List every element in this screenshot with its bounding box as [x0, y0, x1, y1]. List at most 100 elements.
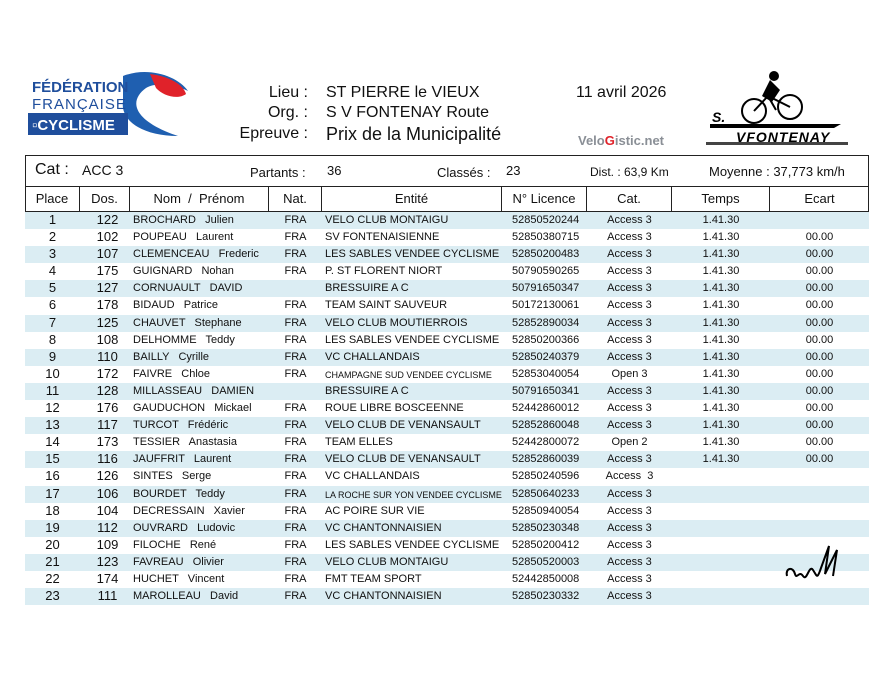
table-row: 4 175 GUIGNARD Nohan FRA P. ST FLORENT NIORT…: [25, 263, 869, 280]
cell-time: 1.41.30: [702, 248, 740, 261]
cell-licence: 52850240596: [512, 470, 580, 483]
cell-gap: 00.00: [805, 265, 834, 278]
table-row: 12 176 GAUDUCHON Mickael FRA ROUE LIBRE BOSC…: [25, 400, 869, 417]
cell-nationality: FRA: [284, 350, 307, 363]
cell-time: 1.41.30: [702, 402, 740, 415]
cell-entity: VELO CLUB DE VENANSAULT: [325, 419, 481, 432]
partants-label: Partants :: [250, 165, 306, 180]
cell-place: 12: [45, 400, 60, 416]
cell-entity: VC CHANTONNAISIEN: [325, 590, 442, 603]
cell-dossard: 175: [96, 263, 119, 279]
cell-nationality: FRA: [284, 555, 307, 568]
cell-licence: 52850200366: [512, 333, 580, 346]
cell-rider-name: CHAUVET Stephane: [133, 316, 242, 329]
cell-time: 1.41.30: [702, 333, 740, 346]
cell-gap: 00.00: [805, 402, 834, 415]
cell-category: Access 3: [607, 402, 652, 415]
cell-entity: LES SABLES VENDEE CYCLISME: [325, 538, 500, 551]
cell-licence: 50172130061: [512, 299, 580, 312]
svg-text:FÉDÉRATION: FÉDÉRATION: [32, 79, 128, 96]
lieu-value: ST PIERRE le VIEUX: [326, 84, 480, 101]
cell-rider-name: DELHOMME Teddy: [133, 333, 235, 346]
cell-licence: 52853040054: [512, 367, 580, 380]
cell-time: 1.41.30: [702, 367, 740, 380]
table-row: 16 126 SINTES Serge FRA VC CHALLANDAIS 528502…: [25, 468, 869, 485]
org-value: S V FONTENAY Route: [326, 104, 490, 121]
table-row: 20 109 FILOCHE René FRA LES SABLES VENDEE CY…: [25, 537, 869, 554]
cell-entity: VC CHALLANDAIS: [325, 470, 420, 483]
table-row: 21 123 FAVREAU Olivier FRA VELO CLUB MONTAIG…: [25, 553, 869, 571]
cell-place: 10: [45, 365, 60, 381]
cell-entity: P. ST FLORENT NIORT: [325, 265, 443, 278]
cell-rider-name: CLEMENCEAU Frederic: [133, 248, 259, 261]
cell-licence: 52852860048: [512, 419, 580, 432]
cell-gap: 00.00: [805, 231, 834, 244]
cell-nationality: FRA: [284, 248, 307, 261]
cell-entity: CHAMPAGNE SUD VENDEE CYCLISME: [325, 369, 492, 380]
org-label: Org. :: [267, 104, 308, 121]
cell-rider-name: GAUDUCHON Mickael: [133, 402, 252, 415]
classes-value: 23: [506, 163, 521, 178]
velogistic-logo: VeloGistic.net: [578, 133, 664, 148]
cell-nationality: FRA: [284, 504, 307, 517]
cell-dossard: 172: [96, 365, 119, 381]
cell-dossard: 104: [96, 502, 119, 518]
cell-licence: 52442800072: [512, 436, 580, 449]
col-place: Place: [25, 187, 80, 211]
cell-time: 1.41.30: [702, 214, 740, 226]
cell-category: Access 3: [607, 299, 652, 312]
cell-nationality: FRA: [284, 538, 307, 551]
sv-fontenay-logo: S. VFONTENAY: [706, 66, 848, 150]
table-row: 7 125 CHAUVET Stephane FRA VELO CLUB MOUTIER…: [25, 314, 869, 332]
cell-dossard: 125: [96, 314, 119, 330]
cell-place: 7: [48, 314, 57, 330]
table-row: 23 111 MAROLLEAU David FRA VC CHANTONNAISIEN…: [25, 588, 869, 606]
cell-dossard: 126: [96, 468, 119, 484]
cell-gap: 00.00: [805, 350, 834, 363]
epreuve-value: Prix de la Municipalité: [326, 124, 502, 144]
cell-place: 6: [48, 297, 57, 313]
cell-dossard: 117: [97, 417, 118, 433]
cell-nationality: FRA: [284, 231, 307, 244]
cell-place: 15: [45, 451, 60, 467]
cell-licence: 52850200412: [512, 538, 580, 551]
partants-value: 36: [327, 163, 342, 178]
cell-nationality: FRA: [284, 214, 307, 226]
classes-label: Classés :: [437, 165, 491, 180]
col-licence: N° Licence: [502, 187, 587, 211]
cell-rider-name: TESSIER Anastasia: [133, 436, 237, 449]
cell-gap: 00.00: [805, 436, 834, 449]
table-row: 9 110 BAILLY Cyrille FRA VC CHALLANDAIS 52850…: [25, 348, 869, 366]
cell-nationality: FRA: [284, 453, 307, 466]
cell-dossard: 128: [96, 382, 119, 398]
cell-licence: 52442850008: [512, 572, 580, 585]
cell-entity: AC POIRE SUR VIE: [325, 504, 425, 517]
cell-gap: 00.00: [805, 367, 834, 380]
cell-nationality: FRA: [284, 470, 307, 483]
distance: Dist. : 63,9 Km: [590, 165, 669, 179]
cell-time: 1.41.30: [702, 316, 740, 329]
cell-place: 8: [48, 331, 57, 347]
cell-licence: 52850940054: [512, 504, 580, 517]
cell-licence: 52852890034: [512, 316, 580, 329]
cell-dossard: 116: [97, 451, 118, 467]
cell-licence: 52850520003: [512, 555, 580, 568]
cell-nationality: FRA: [284, 299, 307, 312]
cell-entity: BRESSUIRE A C: [325, 384, 409, 397]
cell-nationality: FRA: [284, 521, 307, 534]
cell-place: 5: [48, 280, 57, 296]
cell-dossard: 127: [96, 280, 119, 296]
cell-gap: 00.00: [805, 282, 834, 295]
cell-place: 2: [48, 229, 57, 245]
cell-rider-name: BAILLY Cyrille: [133, 350, 210, 363]
cell-category: Access 3: [605, 470, 654, 483]
svg-text:▫CYCLISME: ▫CYCLISME: [32, 117, 115, 134]
cell-dossard: 123: [96, 553, 119, 569]
cell-entity: SV FONTENAISIENNE: [325, 231, 440, 244]
table-row: 3 107 CLEMENCEAU Frederic FRA LES SABLES VEN…: [25, 246, 869, 264]
cell-place: 16: [45, 468, 60, 484]
table-row: 14 173 TESSIER Anastasia FRA TEAM ELLES 52442…: [25, 434, 869, 451]
cell-rider-name: BROCHARD Julien: [133, 214, 234, 226]
cell-category: Access 3: [607, 504, 652, 517]
cell-entity: FMT TEAM SPORT: [325, 572, 422, 585]
